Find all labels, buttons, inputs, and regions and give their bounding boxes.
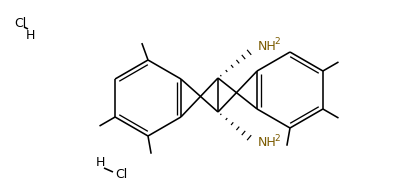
Text: 2: 2 <box>274 134 280 143</box>
Text: Cl: Cl <box>14 16 26 30</box>
Text: Cl: Cl <box>115 169 127 181</box>
Text: H: H <box>95 156 105 170</box>
Text: H: H <box>25 28 35 42</box>
Text: NH: NH <box>258 136 277 150</box>
Text: 2: 2 <box>274 37 280 46</box>
Text: NH: NH <box>258 40 277 53</box>
